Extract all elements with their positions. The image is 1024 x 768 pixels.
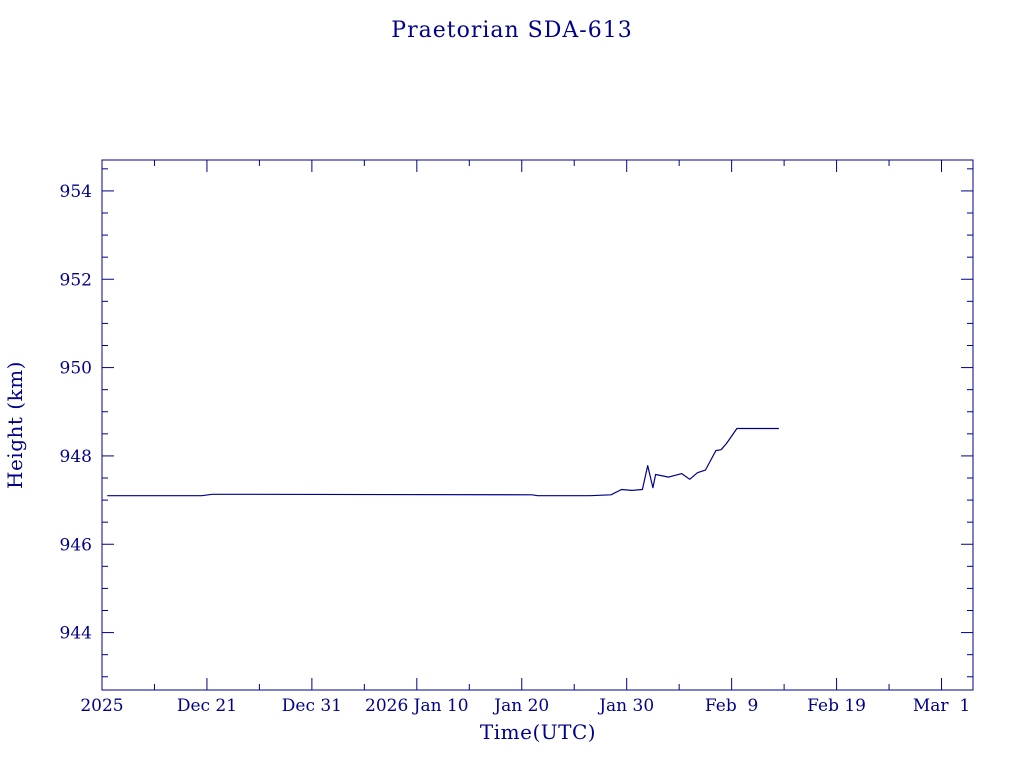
y-axis-label: Height (km) — [3, 361, 27, 489]
y-tick-label: 952 — [60, 270, 92, 290]
y-tick-label: 946 — [60, 535, 92, 555]
y-tick-label: 954 — [60, 182, 92, 202]
y-tick-label: 950 — [60, 359, 92, 379]
x-axis-label: Time(UTC) — [480, 720, 596, 744]
chart-title: Praetorian SDA-613 — [391, 18, 632, 43]
y-tick-label: 948 — [60, 447, 92, 467]
x-tick-label: Mar 1 — [913, 696, 970, 716]
x-tick-label: 2025 — [80, 696, 123, 716]
x-tick-label: Feb 19 — [807, 696, 866, 716]
x-tick-label: Feb 9 — [705, 696, 758, 716]
x-tick-label: 2026 Jan 10 — [365, 696, 469, 716]
series-layer — [107, 427, 779, 497]
y-tick-label: 944 — [60, 624, 92, 644]
x-tick-label: Dec 21 — [177, 696, 237, 716]
series-line — [107, 427, 779, 497]
x-tick-label: Jan 30 — [597, 696, 654, 716]
y-axis: 944 946 948 950 952 954 — [60, 168, 973, 678]
plot-area — [101, 159, 974, 691]
x-axis: 2025 Dec 21 Dec 31 2026 Jan 10 Jan 20 Jan 30 F… — [80, 160, 970, 716]
x-tick-label: Dec 31 — [282, 696, 342, 716]
x-tick-label: Jan 20 — [492, 696, 549, 716]
